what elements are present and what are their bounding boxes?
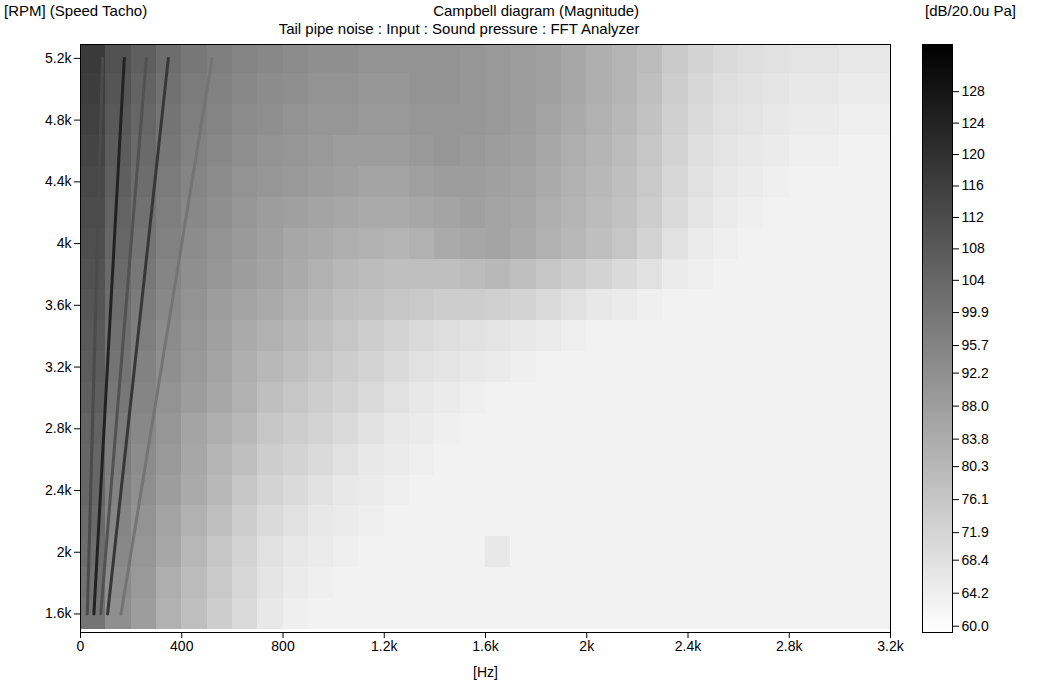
svg-text:0: 0 bbox=[77, 638, 85, 654]
svg-text:2.8k: 2.8k bbox=[45, 420, 72, 436]
svg-text:60.0: 60.0 bbox=[962, 618, 989, 634]
svg-text:3.6k: 3.6k bbox=[45, 297, 72, 313]
svg-text:400: 400 bbox=[170, 638, 194, 654]
svg-text:71.9: 71.9 bbox=[962, 524, 989, 540]
svg-text:83.8: 83.8 bbox=[962, 431, 989, 447]
svg-text:2k: 2k bbox=[579, 638, 595, 654]
svg-text:68.4: 68.4 bbox=[962, 552, 989, 568]
svg-text:2.4k: 2.4k bbox=[675, 638, 702, 654]
svg-text:95.7: 95.7 bbox=[962, 337, 989, 353]
svg-text:64.2: 64.2 bbox=[962, 585, 989, 601]
svg-text:2.8k: 2.8k bbox=[776, 638, 803, 654]
svg-text:1.2k: 1.2k bbox=[371, 638, 398, 654]
svg-text:80.3: 80.3 bbox=[962, 458, 989, 474]
svg-text:120: 120 bbox=[962, 146, 986, 162]
svg-text:2k: 2k bbox=[57, 544, 73, 560]
svg-text:3.2k: 3.2k bbox=[877, 638, 904, 654]
html-text:Tail pipe noise : Input : Soun: Tail pipe noise : Input : Sound pressure… bbox=[278, 20, 640, 37]
svg-text:128: 128 bbox=[962, 83, 986, 99]
svg-text:1.6k: 1.6k bbox=[45, 605, 72, 621]
svg-text:[Hz]: [Hz] bbox=[473, 664, 498, 680]
svg-text:116: 116 bbox=[962, 177, 985, 193]
html-text:[RPM] (Speed Tacho): [RPM] (Speed Tacho) bbox=[4, 2, 148, 19]
svg-text:1.6k: 1.6k bbox=[472, 638, 499, 654]
svg-text:76.1: 76.1 bbox=[962, 491, 989, 507]
html-text:Campbell diagram (Magnitude): Campbell diagram (Magnitude) bbox=[433, 2, 640, 19]
svg-text:800: 800 bbox=[271, 638, 295, 654]
svg-text:104: 104 bbox=[962, 272, 986, 288]
svg-text:124: 124 bbox=[962, 115, 986, 131]
svg-text:112: 112 bbox=[962, 209, 985, 225]
svg-text:4.4k: 4.4k bbox=[45, 173, 72, 189]
svg-text:2.4k: 2.4k bbox=[45, 482, 72, 498]
svg-text:88.0: 88.0 bbox=[962, 398, 989, 414]
svg-text:5.2k: 5.2k bbox=[45, 50, 72, 66]
svg-text:99.9: 99.9 bbox=[962, 304, 989, 320]
svg-text:92.2: 92.2 bbox=[962, 365, 989, 381]
svg-text:4k: 4k bbox=[57, 235, 73, 251]
svg-text:4.8k: 4.8k bbox=[45, 112, 72, 128]
svg-text:3.2k: 3.2k bbox=[45, 359, 72, 375]
html-text:[dB/20.0u Pa]: [dB/20.0u Pa] bbox=[925, 2, 1016, 19]
svg-text:108: 108 bbox=[962, 240, 986, 256]
